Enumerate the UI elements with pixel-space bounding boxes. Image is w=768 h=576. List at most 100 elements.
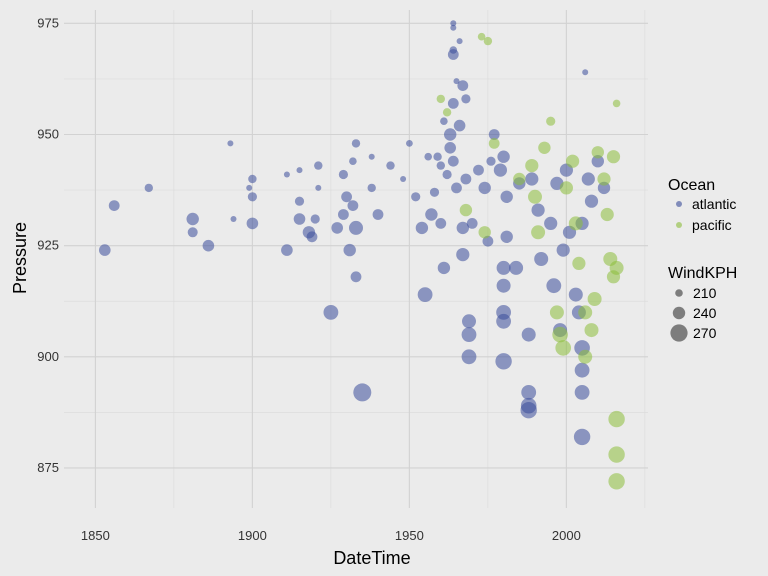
y-axis-title: Pressure — [10, 222, 30, 294]
data-point-atlantic — [353, 383, 372, 402]
data-point-pacific — [609, 260, 624, 275]
data-point-atlantic — [473, 164, 484, 176]
data-point-atlantic — [424, 152, 433, 161]
legend-size-key — [670, 324, 688, 342]
data-point-pacific — [608, 410, 625, 428]
data-point-pacific — [552, 326, 568, 343]
ticks-layer: 1850 1900 1950 2000 875 900 925 950 975 — [37, 15, 581, 543]
y-tick-label: 950 — [37, 127, 59, 142]
data-point-pacific — [436, 94, 445, 104]
x-tick-label: 2000 — [552, 528, 581, 543]
data-point-atlantic — [496, 313, 511, 329]
data-point-atlantic — [582, 69, 589, 76]
x-axis-title: DateTime — [333, 548, 410, 568]
data-point-atlantic — [349, 157, 357, 165]
y-tick-label: 925 — [37, 238, 59, 253]
data-point-atlantic — [429, 187, 440, 197]
data-point-atlantic — [186, 212, 199, 226]
data-point-pacific — [442, 108, 452, 117]
data-point-atlantic — [447, 49, 459, 60]
data-point-atlantic — [436, 161, 445, 170]
data-point-atlantic — [521, 327, 536, 342]
data-point-pacific — [483, 36, 493, 46]
data-point-atlantic — [456, 221, 469, 235]
data-point-atlantic — [283, 171, 290, 178]
data-point-atlantic — [574, 362, 590, 378]
size-legend-title: WindKPH — [668, 265, 737, 282]
x-tick-label: 1900 — [238, 528, 267, 543]
data-point-pacific — [587, 292, 602, 306]
data-point-pacific — [597, 172, 611, 186]
data-point-atlantic — [246, 217, 259, 230]
data-point-pacific — [549, 305, 564, 320]
data-point-atlantic — [315, 184, 322, 191]
data-point-pacific — [488, 138, 500, 149]
data-point-atlantic — [372, 209, 384, 220]
data-point-atlantic — [461, 94, 471, 104]
data-point-atlantic — [466, 218, 478, 229]
legend-label-pacific: pacific — [692, 217, 732, 233]
data-point-pacific — [528, 189, 542, 204]
color-legend-title: Ocean — [668, 177, 715, 194]
data-point-atlantic — [108, 200, 120, 212]
data-point-pacific — [459, 203, 473, 217]
data-point-atlantic — [343, 243, 356, 257]
data-point-atlantic — [531, 203, 545, 217]
data-point-atlantic — [227, 140, 234, 147]
data-point-atlantic — [415, 221, 429, 235]
data-point-atlantic — [453, 78, 460, 85]
data-point-atlantic — [573, 428, 591, 446]
data-point-atlantic — [544, 216, 558, 230]
data-point-pacific — [600, 207, 614, 222]
data-point-pacific — [606, 150, 621, 164]
data-point-atlantic — [456, 38, 463, 45]
data-point-atlantic — [451, 182, 462, 194]
data-point-atlantic — [581, 172, 595, 186]
data-point-atlantic — [495, 353, 512, 370]
data-point-atlantic — [478, 181, 491, 195]
data-point-pacific — [608, 446, 625, 463]
data-point-atlantic — [493, 163, 507, 177]
data-point-atlantic — [556, 243, 570, 257]
data-point-atlantic — [450, 24, 457, 31]
data-point-pacific — [478, 226, 491, 239]
data-point-atlantic — [368, 153, 375, 160]
legend-key-pacific — [676, 222, 682, 228]
data-point-pacific — [566, 154, 580, 168]
data-point-atlantic — [456, 248, 470, 262]
data-point-atlantic — [247, 192, 257, 202]
data-point-pacific — [531, 225, 546, 240]
data-point-atlantic — [444, 128, 457, 141]
legend-size-key — [672, 306, 686, 320]
data-point-atlantic — [447, 98, 459, 109]
data-point-atlantic — [520, 397, 537, 414]
data-point-atlantic — [509, 260, 524, 275]
data-point-atlantic — [461, 327, 477, 342]
data-point-atlantic — [500, 190, 513, 203]
data-point-atlantic — [435, 218, 447, 229]
data-point-atlantic — [341, 191, 352, 203]
data-point-atlantic — [347, 200, 359, 212]
data-point-atlantic — [447, 155, 459, 167]
data-point-pacific — [572, 256, 586, 270]
data-point-pacific — [559, 181, 574, 195]
data-point-pacific — [538, 141, 551, 154]
data-point-atlantic — [406, 140, 413, 147]
data-point-pacific — [477, 32, 486, 41]
data-point-atlantic — [568, 287, 583, 302]
data-point-atlantic — [411, 192, 421, 202]
x-tick-label: 1950 — [395, 528, 424, 543]
data-point-atlantic — [450, 20, 457, 27]
data-point-atlantic — [417, 287, 433, 302]
data-point-atlantic — [281, 244, 293, 256]
data-point-atlantic — [534, 252, 549, 266]
legend-size-label: 240 — [693, 305, 717, 321]
data-point-atlantic — [351, 139, 361, 148]
data-point-atlantic — [591, 155, 604, 168]
data-point-atlantic — [482, 235, 494, 247]
data-point-atlantic — [521, 385, 537, 400]
legend-size-label: 270 — [693, 325, 717, 341]
